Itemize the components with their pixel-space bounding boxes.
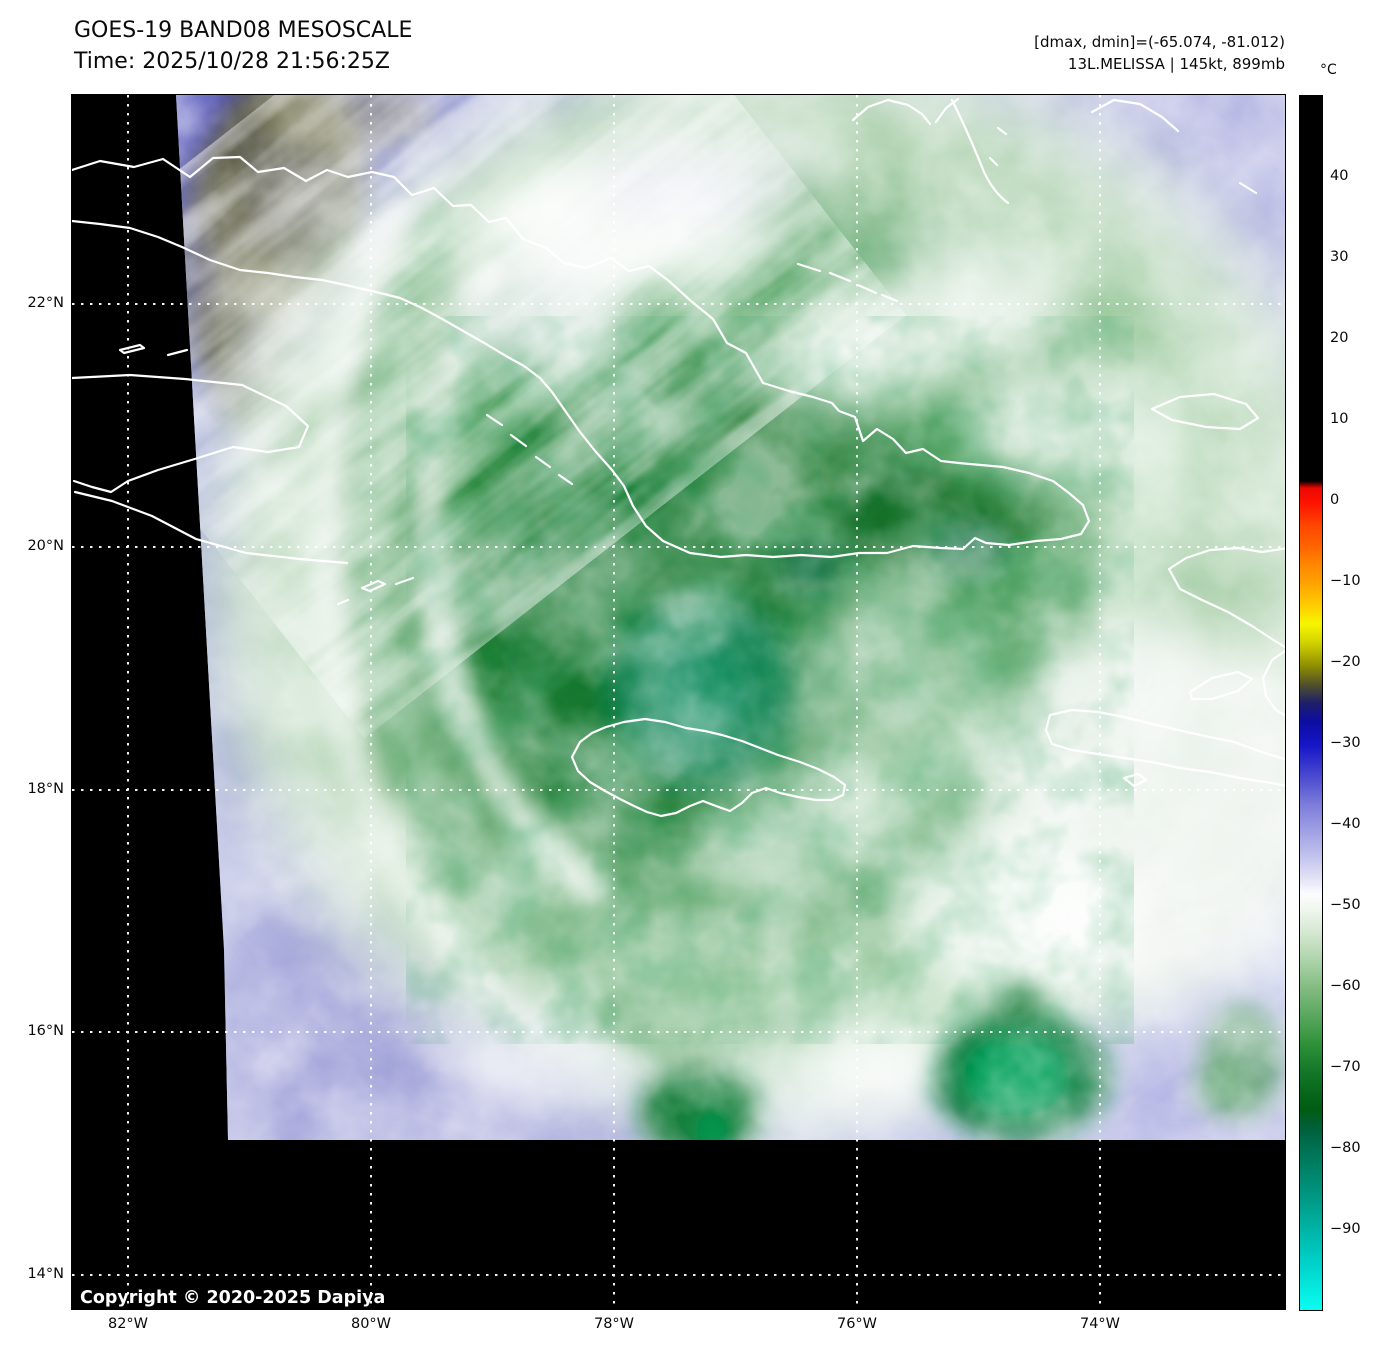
colorbar-tick-label: 40 bbox=[1330, 168, 1349, 184]
satellite-imagery: Copyright © 2020-2025 Dapiya bbox=[70, 95, 1290, 1309]
lon-tick-label: 74°W bbox=[1079, 1316, 1121, 1332]
colorbar-tick-label: −90 bbox=[1330, 1221, 1361, 1237]
colorbar-tick-label: 0 bbox=[1330, 492, 1340, 508]
satellite-map-panel: Copyright © 2020-2025 Dapiya bbox=[70, 94, 1290, 1310]
colorbar-tick-label: −10 bbox=[1330, 573, 1361, 589]
temperature-colorbar bbox=[1299, 95, 1323, 1311]
colorbar-tick-label: 10 bbox=[1330, 411, 1349, 427]
coastline-cuba-north-cays bbox=[796, 262, 899, 303]
colorbar-tick-label: −30 bbox=[1330, 735, 1361, 751]
dmax-dmin-readout: [dmax, dmin]=(-65.074, -81.012) bbox=[1034, 33, 1285, 51]
coastline-gonave-island bbox=[1188, 670, 1254, 701]
colorbar-tick-label: −20 bbox=[1330, 654, 1361, 670]
coastline-jamaica bbox=[570, 717, 847, 818]
coastline-isle-of-youth bbox=[70, 373, 310, 494]
storm-info-readout: 13L.MELISSA | 145kt, 899mb bbox=[1067, 55, 1285, 73]
colorbar-tick-label: −50 bbox=[1330, 897, 1361, 913]
coastline-haiti-north-peninsula bbox=[1167, 546, 1290, 651]
lon-tick-label: 78°W bbox=[593, 1316, 635, 1332]
coastline-small-cays-west bbox=[118, 343, 189, 357]
lat-tick-label: 20°N bbox=[27, 538, 64, 554]
colorbar-tick-label: 30 bbox=[1330, 249, 1349, 265]
page-title: GOES-19 BAND08 MESOSCALE bbox=[74, 18, 413, 43]
coastline-southwest-bank bbox=[73, 490, 349, 565]
coastline-haiti-gulf bbox=[1261, 647, 1290, 719]
copyright-watermark: Copyright © 2020-2025 Dapiya bbox=[80, 1288, 385, 1308]
colorbar-tick-label: −60 bbox=[1330, 978, 1361, 994]
timestamp-line: Time: 2025/10/28 21:56:25Z bbox=[74, 49, 390, 74]
colorbar-tick-label: −80 bbox=[1330, 1140, 1361, 1156]
coastlines bbox=[70, 97, 1290, 818]
coastline-great-inagua bbox=[1150, 392, 1260, 431]
lat-tick-label: 16°N bbox=[27, 1023, 64, 1039]
colorbar-tick-label: −40 bbox=[1330, 816, 1361, 832]
coastline-haiti-south-peninsula bbox=[1044, 708, 1290, 788]
lon-tick-label: 76°W bbox=[836, 1316, 878, 1332]
lon-tick-label: 82°W bbox=[107, 1316, 149, 1332]
coastline-cayman-islands bbox=[336, 576, 415, 606]
data-swath bbox=[176, 95, 1285, 1140]
coastline-bahamas bbox=[851, 97, 1258, 205]
colorbar-unit-label: °C bbox=[1320, 62, 1337, 78]
coastline-cuba-south-cays bbox=[485, 413, 574, 486]
colorbar-tick-label: 20 bbox=[1330, 330, 1349, 346]
coastline-ile-a-vache bbox=[1122, 772, 1148, 788]
lat-tick-label: 22°N bbox=[27, 295, 64, 311]
lat-tick-label: 14°N bbox=[27, 1266, 64, 1282]
colorbar-tick-label: −70 bbox=[1330, 1059, 1361, 1075]
lat-tick-label: 18°N bbox=[27, 781, 64, 797]
coastline-cuba bbox=[70, 155, 1091, 559]
lon-tick-label: 80°W bbox=[350, 1316, 392, 1332]
